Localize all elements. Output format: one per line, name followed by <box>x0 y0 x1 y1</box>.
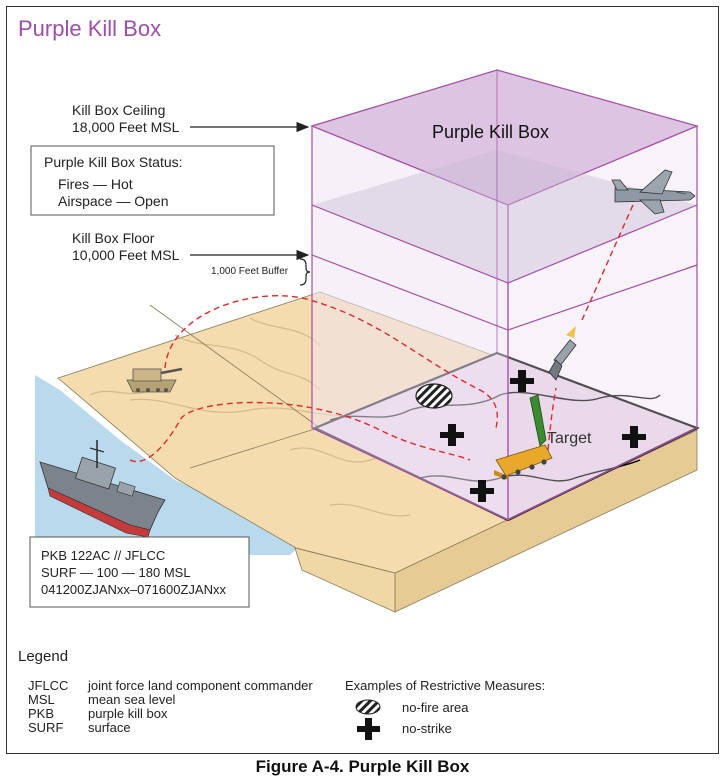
floor-altitude: 10,000 Feet MSL <box>72 247 180 263</box>
target-label: Target <box>547 430 592 447</box>
munition-icon <box>548 326 577 381</box>
info-box <box>29 536 250 608</box>
target-icon <box>494 394 553 480</box>
legend-no-fire-label: no-fire area <box>402 700 469 715</box>
region-boundaries <box>149 304 321 469</box>
no-fire-area <box>415 383 453 409</box>
status-box <box>30 145 275 216</box>
figure-caption: Figure A-4. Purple Kill Box <box>255 757 470 776</box>
legend-abbreviations: JFLCC joint force land component command… <box>28 678 313 735</box>
fire-paths <box>129 204 634 463</box>
ship-icon <box>39 440 166 538</box>
legend-abbr: JFLCC <box>28 678 68 693</box>
legend-meaning: joint force land component commander <box>87 678 313 693</box>
buffer-brace <box>299 258 311 286</box>
ceiling-altitude: 18,000 Feet MSL <box>72 119 180 135</box>
figure-frame <box>6 6 719 754</box>
legend-no-fire-icon <box>355 699 381 715</box>
legend-meaning: mean sea level <box>88 692 176 707</box>
legend-examples-title: Examples of Restrictive Measures: <box>345 678 545 693</box>
buffer-label: 1,000 Feet Buffer <box>211 266 289 277</box>
legend-meaning: surface <box>88 720 131 735</box>
box-label: Purple Kill Box <box>432 122 549 142</box>
legend-abbr: SURF <box>28 720 63 735</box>
jet-icon <box>611 169 696 215</box>
floor-label: Kill Box Floor <box>72 230 155 246</box>
info-line-1: PKB 122AC // JFLCC <box>41 548 165 563</box>
legend-no-strike-icon <box>357 718 380 740</box>
legend-no-strike-label: no-strike <box>402 721 452 736</box>
status-airspace: Airspace — Open <box>58 193 169 209</box>
status-fires: Fires — Hot <box>58 176 133 192</box>
status-heading: Purple Kill Box Status: <box>44 154 183 170</box>
legend-title: Legend <box>18 648 68 665</box>
ceiling-label: Kill Box Ceiling <box>72 102 165 118</box>
info-line-2: SURF — 100 — 180 MSL <box>41 565 191 580</box>
legend-abbr: MSL <box>28 692 55 707</box>
tank-icon <box>126 367 183 393</box>
no-strike-crosses <box>440 370 646 502</box>
legend-meaning: purple kill box <box>88 706 168 721</box>
figure-title: Purple Kill Box <box>18 16 161 41</box>
info-line-3: 041200ZJANxx–071600ZJANxx <box>41 582 226 597</box>
legend-abbr: PKB <box>28 706 54 721</box>
kill-box-volume <box>310 69 699 521</box>
